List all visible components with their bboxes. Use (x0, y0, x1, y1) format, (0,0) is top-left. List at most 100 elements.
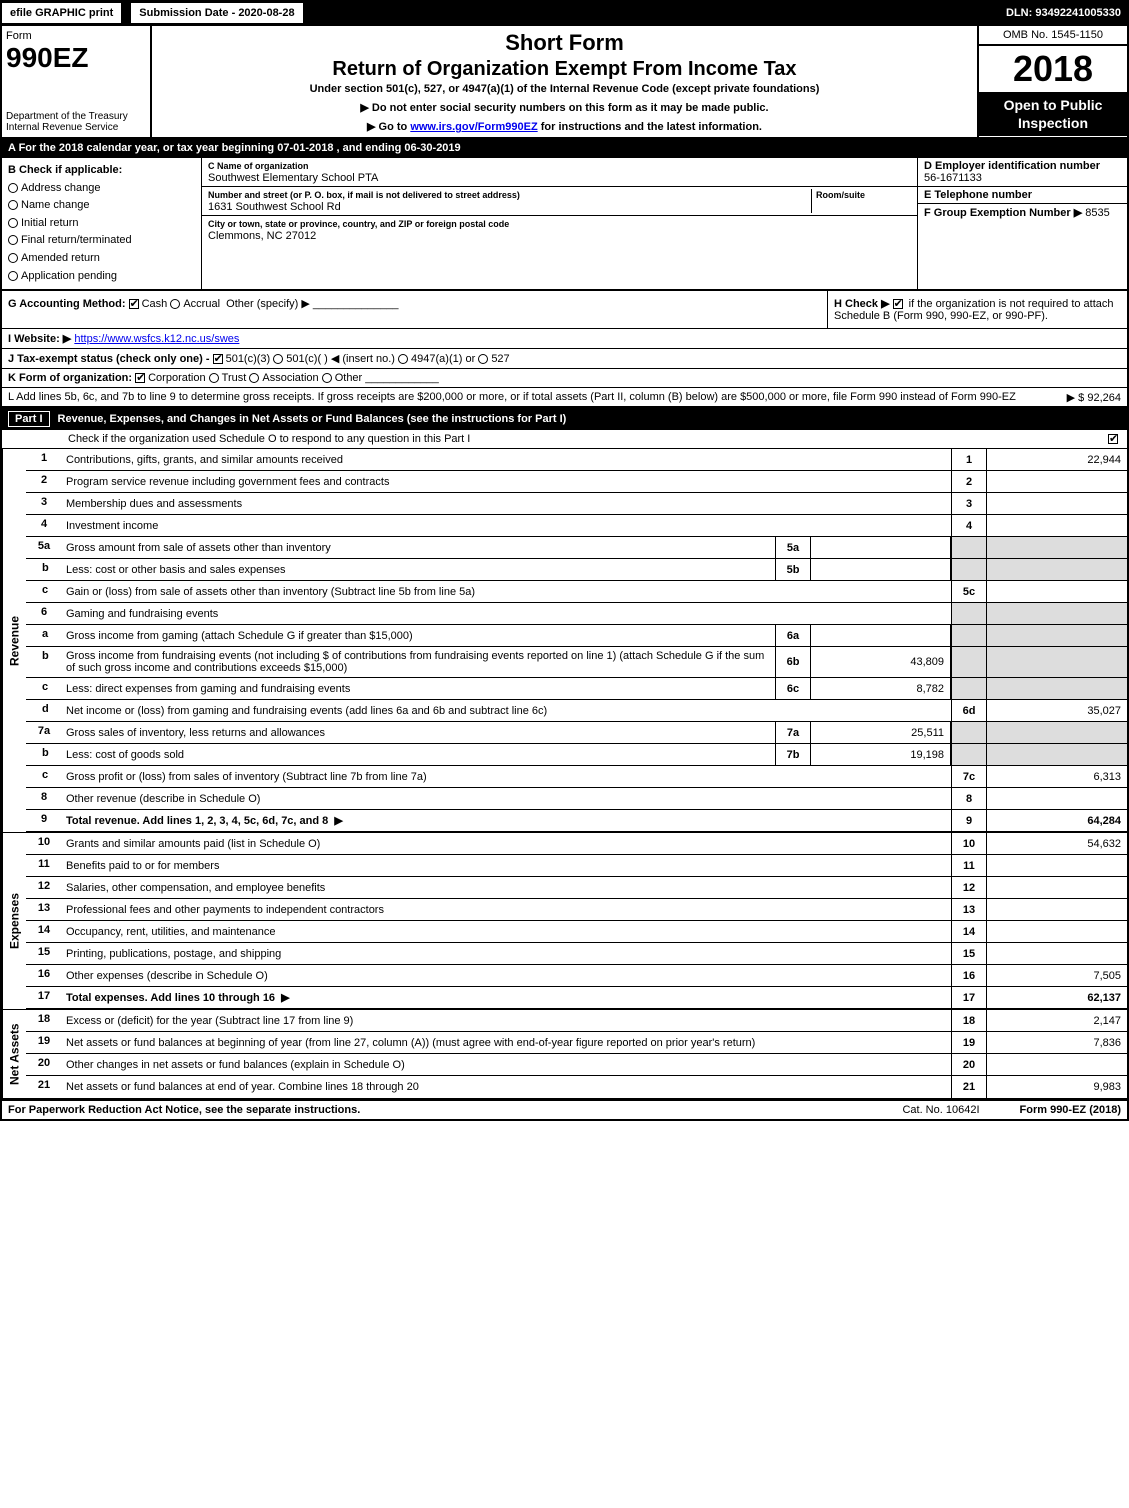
paperwork-notice: For Paperwork Reduction Act Notice, see … (8, 1104, 360, 1116)
schedule-o-checkbox[interactable] (1108, 434, 1118, 444)
goto-text: ▶ Go to (367, 121, 410, 133)
check-if-applicable: B Check if applicable: Address change Na… (2, 158, 202, 289)
line-20: 20 Other changes in net assets or fund b… (26, 1054, 1127, 1076)
ln12-desc: Salaries, other compensation, and employ… (62, 877, 951, 898)
corp-checkbox[interactable] (135, 373, 145, 383)
dln-number: DLN: 93492241005330 (998, 3, 1129, 23)
org-addr-cell: Number and street (or P. O. box, if mail… (202, 187, 917, 216)
page-footer: For Paperwork Reduction Act Notice, see … (0, 1100, 1129, 1121)
line-6b: b Gross income from fundraising events (… (26, 647, 1127, 678)
ln6c-desc: Less: direct expenses from gaming and fu… (62, 678, 775, 699)
ln16-val: 7,505 (987, 965, 1127, 986)
line-a-pre: A For the 2018 calendar year, or tax yea… (8, 142, 277, 154)
amended-return-radio[interactable] (8, 253, 18, 263)
ln18-desc: Excess or (deficit) for the year (Subtra… (62, 1010, 951, 1031)
line-7b: b Less: cost of goods sold 7b 19,198 (26, 744, 1127, 766)
form-org-row: K Form of organization: Corporation Trus… (0, 369, 1129, 388)
trust-radio[interactable] (209, 373, 219, 383)
tax-year: 2018 (979, 46, 1127, 92)
org-city: Clemmons, NC 27012 (208, 230, 316, 242)
final-return-label: Final return/terminated (21, 234, 132, 246)
org-name-cell: C Name of organization Southwest Element… (202, 158, 917, 187)
addr-label: Number and street (or P. O. box, if mail… (208, 190, 520, 200)
ln1-rnum: 1 (951, 449, 987, 470)
line-18: 18 Excess or (deficit) for the year (Sub… (26, 1010, 1127, 1032)
line-5a: 5a Gross amount from sale of assets othe… (26, 537, 1127, 559)
initial-return-label: Initial return (21, 217, 78, 229)
irs-link[interactable]: www.irs.gov/Form990EZ (410, 121, 537, 133)
ln6d-val: 35,027 (987, 700, 1127, 721)
section-bcdef: B Check if applicable: Address change Na… (0, 158, 1129, 291)
application-pending-radio[interactable] (8, 271, 18, 281)
amended-return-label: Amended return (21, 252, 100, 264)
tax-exempt-row: J Tax-exempt status (check only one) - 5… (0, 349, 1129, 369)
expenses-table: Expenses 10 Grants and similar amounts p… (0, 833, 1129, 1010)
expense-lines: 10 Grants and similar amounts paid (list… (26, 833, 1127, 1009)
other-org-radio[interactable] (322, 373, 332, 383)
cash-label: Cash (142, 298, 168, 310)
name-change-radio[interactable] (8, 200, 18, 210)
ln6b-mval: 43,809 (811, 647, 951, 677)
h-schedule-b: H Check ▶ if the organization is not req… (827, 291, 1127, 328)
cash-checkbox[interactable] (129, 299, 139, 309)
ln7c-val: 6,313 (987, 766, 1127, 787)
revenue-lines: 1 Contributions, gifts, grants, and simi… (26, 449, 1127, 832)
part1-check-text: Check if the organization used Schedule … (8, 433, 470, 445)
g-label: G Accounting Method: (8, 298, 126, 310)
ln3-val (987, 493, 1127, 514)
ln6c-mval: 8,782 (811, 678, 951, 699)
group-exempt-cell: F Group Exemption Number ▶ 8535 (918, 204, 1127, 289)
netassets-lines: 18 Excess or (deficit) for the year (Sub… (26, 1010, 1127, 1098)
org-city-cell: City or town, state or province, country… (202, 216, 917, 244)
form-number: 990EZ (6, 42, 89, 73)
j-label: J Tax-exempt status (check only one) - (8, 353, 213, 365)
other-org-label: Other (335, 372, 363, 384)
l-text: L Add lines 5b, 6c, and 7b to line 9 to … (8, 391, 1016, 403)
open-inspection: Open to Public Inspection (979, 92, 1127, 136)
527-radio[interactable] (478, 354, 488, 364)
ln11-val (987, 855, 1127, 876)
efile-print-label[interactable]: efile GRAPHIC print (0, 1, 123, 25)
under-section: Under section 501(c), 527, or 4947(a)(1)… (158, 83, 971, 95)
initial-return-radio[interactable] (8, 218, 18, 228)
line-5c: c Gain or (loss) from sale of assets oth… (26, 581, 1127, 603)
501c3-label: 501(c)(3) (226, 353, 271, 365)
line-7a: 7a Gross sales of inventory, less return… (26, 722, 1127, 744)
line-1: 1 Contributions, gifts, grants, and simi… (26, 449, 1127, 471)
ssn-warning: ▶ Do not enter social security numbers o… (158, 101, 971, 114)
gross-receipts-amount: ▶ $ 92,264 (1067, 391, 1121, 404)
ln10-desc: Grants and similar amounts paid (list in… (62, 833, 951, 854)
line-17: 17 Total expenses. Add lines 10 through … (26, 987, 1127, 1009)
h-checkbox[interactable] (893, 299, 903, 309)
header-center: Short Form Return of Organization Exempt… (152, 26, 977, 137)
ln13-val (987, 899, 1127, 920)
4947-label: 4947(a)(1) or (411, 353, 475, 365)
assoc-radio[interactable] (249, 373, 259, 383)
501c3-checkbox[interactable] (213, 354, 223, 364)
submission-date: Submission Date - 2020-08-28 (129, 1, 304, 25)
ln1-desc: Contributions, gifts, grants, and simila… (62, 449, 951, 470)
omb-number: OMB No. 1545-1150 (979, 26, 1127, 46)
assoc-label: Association (262, 372, 318, 384)
part1-label: Part I (8, 411, 50, 427)
line-a-row: A For the 2018 calendar year, or tax yea… (0, 139, 1129, 158)
org-street: 1631 Southwest School Rd (208, 201, 341, 213)
final-return-radio[interactable] (8, 235, 18, 245)
ln5c-desc: Gain or (loss) from sale of assets other… (62, 581, 951, 602)
501c-radio[interactable] (273, 354, 283, 364)
ln16-desc: Other expenses (describe in Schedule O) (62, 965, 951, 986)
org-column: C Name of organization Southwest Element… (202, 158, 917, 289)
website-link[interactable]: https://www.wsfcs.k12.nc.us/swes (74, 333, 239, 345)
accrual-radio[interactable] (170, 299, 180, 309)
expenses-tab: Expenses (2, 833, 26, 1009)
line-6d: d Net income or (loss) from gaming and f… (26, 700, 1127, 722)
revenue-tab: Revenue (2, 449, 26, 832)
short-form-title: Short Form (158, 30, 971, 56)
ln15-val (987, 943, 1127, 964)
form-word: Form (6, 30, 32, 42)
ln3-desc: Membership dues and assessments (62, 493, 951, 514)
ln9-desc: Total revenue. Add lines 1, 2, 3, 4, 5c,… (62, 810, 951, 831)
4947-radio[interactable] (398, 354, 408, 364)
address-change-radio[interactable] (8, 183, 18, 193)
line-10: 10 Grants and similar amounts paid (list… (26, 833, 1127, 855)
